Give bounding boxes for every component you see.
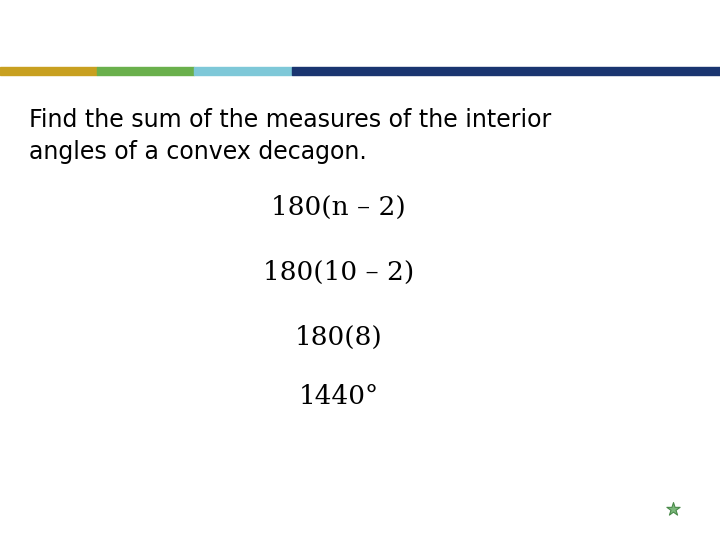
Bar — [292, 68, 720, 75]
Text: 1440°: 1440° — [298, 384, 379, 409]
Point — [667, 504, 679, 513]
Bar — [97, 68, 194, 75]
Text: 180(10 – 2): 180(10 – 2) — [263, 260, 414, 285]
Bar — [0, 68, 97, 75]
Text: Find the sum of the measures of the interior
angles of a convex decagon.: Find the sum of the measures of the inte… — [29, 108, 551, 164]
Text: 180(n – 2): 180(n – 2) — [271, 195, 406, 220]
Text: 180(8): 180(8) — [294, 325, 382, 350]
Bar — [194, 68, 292, 75]
